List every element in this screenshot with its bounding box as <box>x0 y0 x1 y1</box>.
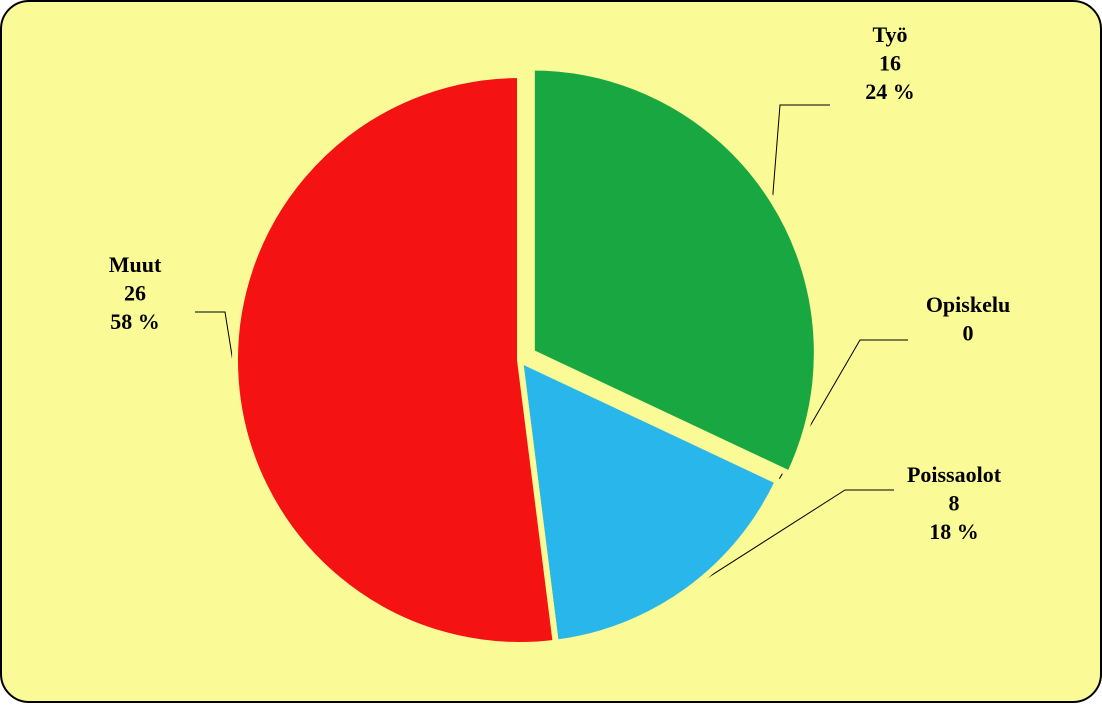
pie-chart-svg: Työ1624 %Opiskelu0Poissaolot818 %Muut265… <box>0 0 1102 703</box>
pie-chart-container: Työ1624 %Opiskelu0Poissaolot818 %Muut265… <box>0 0 1102 703</box>
